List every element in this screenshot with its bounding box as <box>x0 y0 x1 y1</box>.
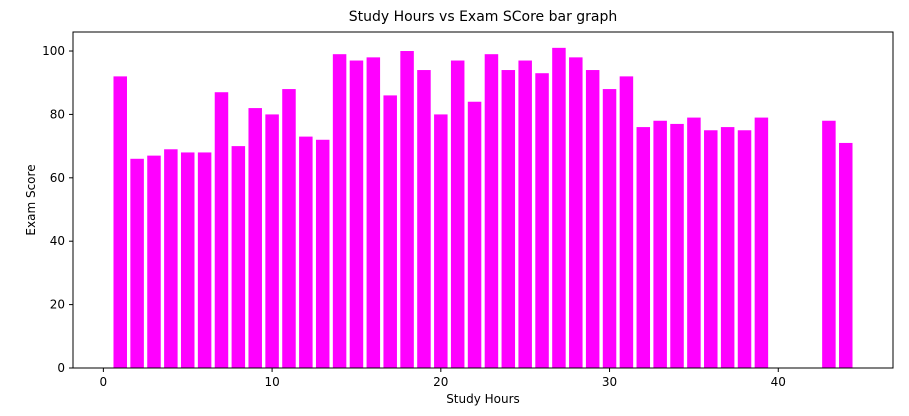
bar-9 <box>248 108 262 368</box>
bar-11 <box>282 89 296 368</box>
y-tick-label: 20 <box>50 298 65 312</box>
bar-2 <box>130 158 144 368</box>
bar-23 <box>484 54 499 368</box>
bar-10 <box>265 114 279 368</box>
bar-24 <box>501 70 516 368</box>
plot-frame <box>72 31 894 369</box>
bar-32 <box>636 127 651 368</box>
bar-34 <box>670 123 684 368</box>
bar-16 <box>366 57 381 369</box>
y-tick-label: 40 <box>50 234 65 248</box>
y-tick-label: 100 <box>42 44 65 58</box>
bar-3 <box>147 155 161 368</box>
y-tick-label: 60 <box>50 171 65 185</box>
x-tick-label: 20 <box>433 375 448 389</box>
bar-17 <box>383 95 397 369</box>
bar-29 <box>585 70 600 368</box>
x-tick-label: 40 <box>771 375 786 389</box>
bar-37 <box>720 127 735 368</box>
bar-31 <box>619 76 634 368</box>
bar-6 <box>197 152 212 368</box>
y-axis-ticks: 0 20 40 60 80 100 <box>42 44 73 375</box>
bar-12 <box>299 136 313 368</box>
x-tick-label: 30 <box>602 375 617 389</box>
bar-39 <box>754 117 769 368</box>
x-tick-label: 10 <box>264 375 279 389</box>
bar-13 <box>315 139 330 368</box>
bar-26 <box>535 73 549 369</box>
bar-21 <box>450 60 465 368</box>
bar-18 <box>400 51 414 369</box>
chart-title: Study Hours vs Exam SCore bar graph <box>349 9 618 25</box>
bar-22 <box>467 101 482 369</box>
bar-7 <box>214 92 229 368</box>
y-tick-label: 80 <box>50 107 65 121</box>
bar-5 <box>180 152 195 368</box>
x-axis-ticks: 0 10 20 30 40 <box>100 368 786 389</box>
bar-43 <box>822 120 836 368</box>
bar-35 <box>687 117 701 368</box>
bar-36 <box>704 130 718 368</box>
y-axis-label: Exam Score <box>24 164 38 235</box>
bar-1 <box>113 76 127 368</box>
bar-27 <box>552 47 566 368</box>
bar-28 <box>569 57 583 369</box>
bar-15 <box>349 60 364 368</box>
bar-33 <box>653 120 667 368</box>
bar-8 <box>231 146 246 368</box>
bar-14 <box>332 54 347 368</box>
bar-30 <box>602 89 617 368</box>
bar-19 <box>417 70 431 368</box>
bar-38 <box>737 130 752 368</box>
bars-group <box>113 47 853 369</box>
bar-20 <box>434 114 448 368</box>
y-tick-label: 0 <box>57 361 65 375</box>
x-axis-label: Study Hours <box>446 392 520 406</box>
bar-44 <box>839 142 853 368</box>
bar-25 <box>518 60 532 368</box>
bar-4 <box>164 149 178 368</box>
x-tick-label: 0 <box>100 375 108 389</box>
